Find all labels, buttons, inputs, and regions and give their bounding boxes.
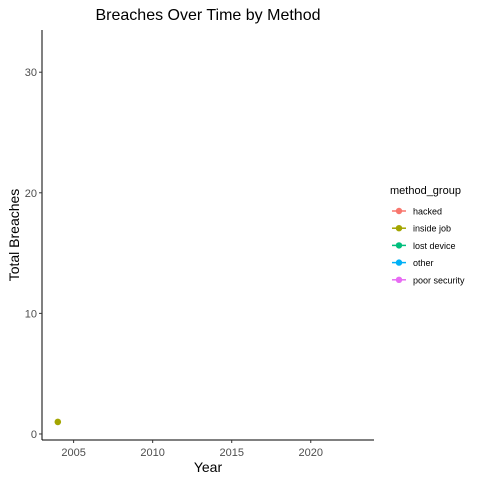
x-axis-ticks: 2005 2010 2015 2020 bbox=[61, 440, 323, 459]
legend-key-dot bbox=[395, 259, 403, 266]
y-tick-label: 20 bbox=[25, 188, 37, 200]
legend-key-dot bbox=[395, 276, 403, 283]
legend-key-dot bbox=[395, 225, 403, 232]
legend-item-inside-job: inside job bbox=[392, 224, 451, 234]
data-point-inside-job bbox=[54, 418, 62, 426]
x-tick-label: 2010 bbox=[140, 447, 164, 459]
y-axis-title: Total Breaches bbox=[6, 189, 22, 282]
y-axis-ticks: 0 10 20 30 bbox=[25, 67, 42, 441]
legend: method_group hacked inside job lost device… bbox=[390, 185, 465, 285]
legend-label: poor security bbox=[413, 275, 465, 285]
x-tick-label: 2015 bbox=[219, 447, 243, 459]
legend-item-other: other bbox=[392, 258, 434, 268]
legend-items: hacked inside job lost device other poor sec… bbox=[392, 207, 465, 285]
legend-label: other bbox=[413, 258, 434, 268]
x-tick-label: 2005 bbox=[61, 447, 85, 459]
chart-title: Breaches Over Time by Method bbox=[96, 7, 321, 24]
y-tick-label: 0 bbox=[31, 429, 37, 441]
legend-title: method_group bbox=[390, 185, 461, 197]
series-layer bbox=[54, 418, 62, 426]
x-axis-title: Year bbox=[194, 459, 223, 475]
x-tick-label: 2020 bbox=[299, 447, 323, 459]
y-tick-label: 10 bbox=[25, 308, 37, 320]
legend-label: hacked bbox=[413, 207, 442, 217]
legend-item-lost-device: lost device bbox=[392, 241, 456, 251]
legend-key-dot bbox=[395, 242, 403, 249]
legend-label: inside job bbox=[413, 224, 451, 234]
y-tick-label: 30 bbox=[25, 67, 37, 79]
legend-label: lost device bbox=[413, 241, 456, 251]
legend-item-hacked: hacked bbox=[392, 207, 442, 217]
legend-item-poor-security: poor security bbox=[392, 275, 465, 285]
legend-key-dot bbox=[395, 207, 403, 215]
plot-area: 2005 2010 2015 2020 0 10 20 30 bbox=[25, 30, 374, 459]
